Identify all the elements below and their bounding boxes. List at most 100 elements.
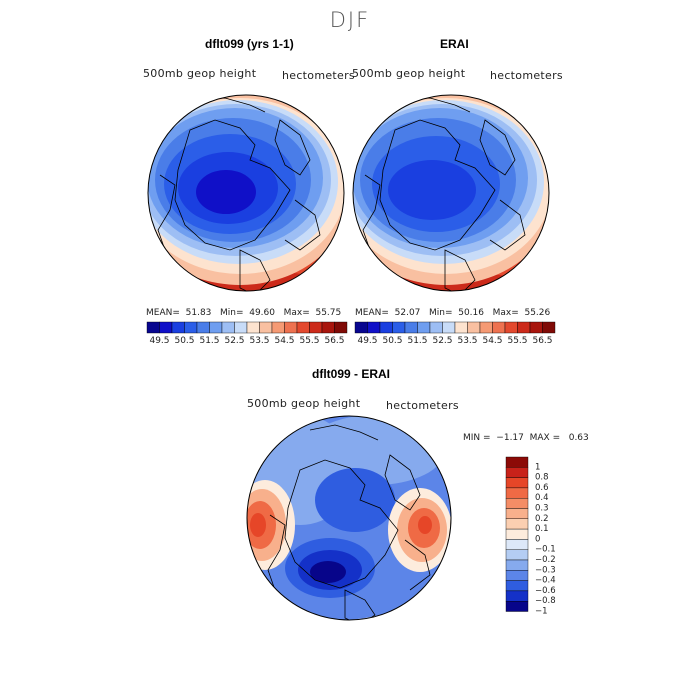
panel-1-variable-label: 500mb geop height [143,67,257,80]
colorbar-tick-label: 0.8 [535,473,549,483]
colorbar-swatch [296,321,310,334]
colorbar-swatch [505,467,529,478]
colorbar-tick-label: 49.5 [357,336,377,346]
colorbar-swatch [196,321,210,334]
max-value: 55.26 [524,308,551,318]
colorbar-swatch [505,498,529,509]
colorbar-swatch [429,321,443,334]
figure-title: DJF [329,8,371,32]
colorbar-swatch [517,321,531,334]
colorbar-swatch [505,570,529,581]
panel-2-stats: MEAN= 52.07 Min= 50.16 Max= 55.26 [355,308,550,318]
colorbar-swatch [504,321,518,334]
map-panel-2 [352,94,550,292]
colorbar-tick-label: 49.5 [149,336,169,346]
colorbar-tick-label: −0.4 [535,576,556,586]
colorbar-swatch [505,528,529,540]
colorbar-swatch [542,321,556,334]
panel-3-title: dflt099 - ERAI [312,367,391,381]
colorbar-tick-label: 53.5 [457,336,477,346]
colorbar-tick-label: 50.5 [174,336,194,346]
panel-2-units-label: hectometers [490,69,563,82]
colorbar-swatch [284,321,298,334]
colorbar-tick-label: 54.5 [482,336,502,346]
colorbar-swatch [354,321,368,334]
colorbar-tick-label: −0.1 [535,545,556,555]
colorbar-tick-label: 52.5 [224,336,244,346]
colorbar-swatch [159,321,173,334]
colorbar-swatch [454,321,468,334]
colorbar-tick-label: −1 [535,607,548,617]
colorbar-tick-label: 0 [535,534,540,544]
colorbar-swatch [505,549,529,561]
mean-value: 51.83 [185,308,212,318]
colorbar-swatch [442,321,456,334]
colorbar-swatch [209,321,223,334]
min-label: Min= [428,308,453,318]
max-value: 55.75 [315,308,342,318]
colorbar-swatch [221,321,235,334]
colorbar-tick-label: 56.5 [324,336,344,346]
colorbar-tick-label: 51.5 [407,336,427,346]
max-label: Max= [283,308,310,318]
colorbar-tick-label: −0.2 [535,555,556,565]
panel-2-variable-label: 500mb geop height [352,67,466,80]
panel-1-stats: MEAN= 51.83 Min= 49.60 Max= 55.75 [146,308,341,318]
colorbar-swatch [271,321,285,334]
colorbar-swatch [404,321,418,334]
colorbar-tick-label: 1 [535,462,540,472]
colorbar-swatch [505,456,529,468]
colorbar-tick-label: 0.3 [535,504,549,514]
panel-1-units-label: hectometers [282,69,355,82]
colorbar-swatch [479,321,493,334]
colorbar-swatch [505,601,529,612]
colorbar-tick-label: 53.5 [249,336,269,346]
min-value: −1.17 [496,433,524,443]
colorbar-swatch [505,487,529,499]
colorbar-swatch [417,321,431,334]
colorbar-swatch [171,321,185,334]
max-value: 0.63 [568,433,589,443]
colorbar-swatch [505,590,529,602]
colorbar-swatch [379,321,393,334]
colorbars: 49.5 50.5 51.5 52.5 53.5 54.5 55.5 56.5 49.5 50.5… [146,321,556,617]
colorbar-tick-label: 0.2 [535,514,549,524]
colorbar-tick-label: 51.5 [199,336,219,346]
mean-label: MEAN= [355,308,389,318]
colorbar-tick-label: 55.5 [507,336,527,346]
colorbar-tick-label: 56.5 [532,336,552,346]
mean-label: MEAN= [146,308,180,318]
colorbar-swatch [467,321,481,334]
panel-3-variable-label: 500mb geop height [247,397,361,410]
mean-value: 52.07 [394,308,421,318]
panel-3-units-label: hectometers [386,399,459,412]
colorbar-swatch [334,321,348,334]
colorbar-tick-label: 50.5 [382,336,402,346]
min-value: 50.16 [458,308,484,318]
panel-2-title: ERAI [440,37,469,51]
colorbar-tick-label: 0.1 [535,524,549,534]
colorbar-tick-label: −0.3 [535,565,556,575]
map-panel-3 [246,415,452,621]
colorbar-swatch [505,580,529,592]
min-label: Min= [219,308,244,318]
colorbar-tick-label: 0.4 [535,493,549,503]
colorbar-tick-label: −0.6 [535,586,556,596]
colorbar-tick-label: 52.5 [432,336,452,346]
colorbar-tick-label: 55.5 [299,336,319,346]
colorbar-swatch [321,321,335,334]
min-label: MIN = [463,433,491,443]
colorbar-swatch [505,518,529,530]
colorbar-swatch [234,321,248,334]
colorbar-swatch [505,477,529,489]
colorbar-swatch [529,321,543,334]
max-label: MAX = [529,433,561,443]
max-label: Max= [492,308,519,318]
colorbar-swatch [492,321,506,334]
panel-3-stats: MIN = −1.17 MAX = 0.63 [463,433,589,443]
colorbar-swatch [259,321,273,334]
colorbar-swatch [309,321,323,334]
colorbar-tick-label: 54.5 [274,336,294,346]
map-panel-1 [147,94,345,292]
